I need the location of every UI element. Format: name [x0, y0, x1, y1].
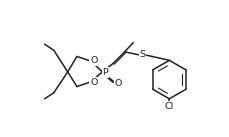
- Text: O: O: [90, 78, 98, 87]
- Text: P: P: [103, 68, 108, 77]
- Text: S: S: [139, 50, 145, 59]
- Text: Cl: Cl: [165, 102, 174, 111]
- Text: O: O: [90, 56, 98, 65]
- Text: O: O: [115, 79, 122, 88]
